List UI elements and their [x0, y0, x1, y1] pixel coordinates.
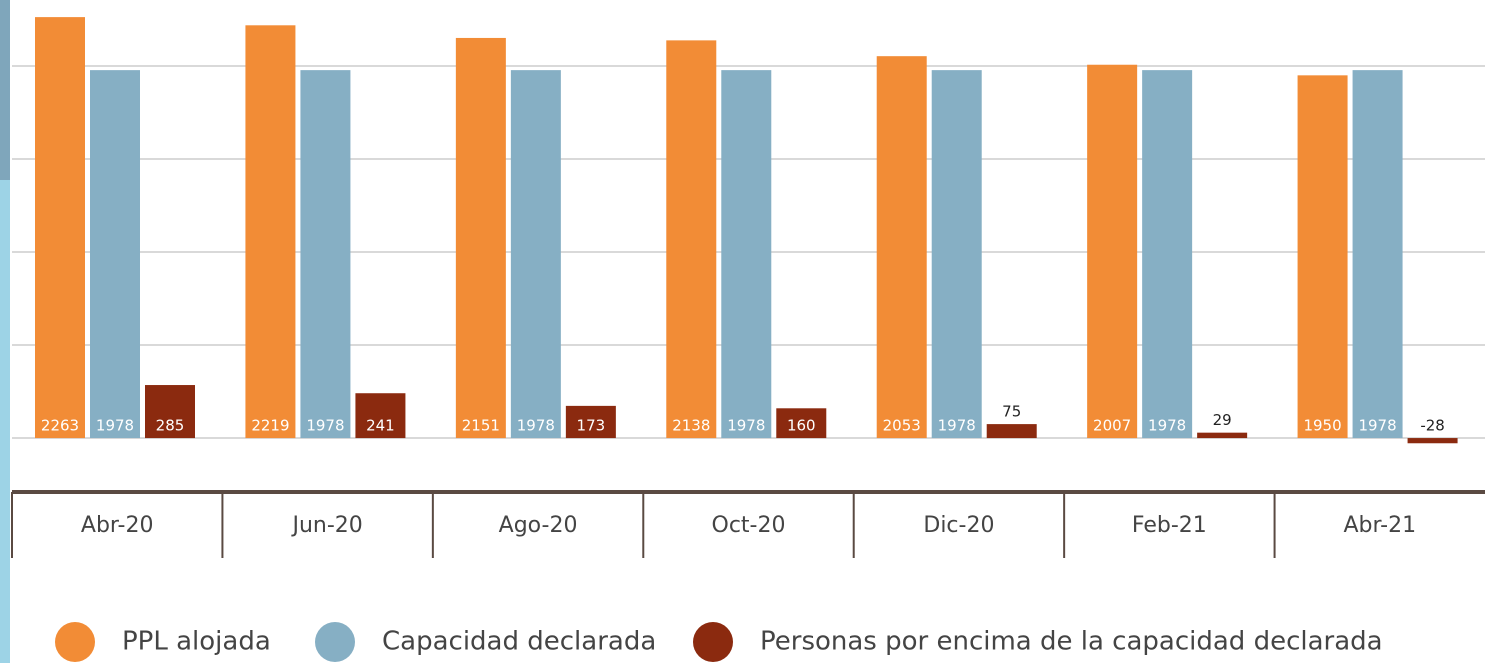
bar: [455, 37, 506, 439]
bar: [1352, 70, 1403, 439]
bar: [876, 56, 927, 439]
x-tick-label: Feb-21: [1132, 513, 1207, 538]
value-label: 2263: [41, 417, 79, 435]
value-label: 285: [156, 417, 185, 435]
value-label: 1978: [727, 417, 765, 435]
bar: [1142, 70, 1193, 439]
x-tick-label: Abr-21: [1343, 513, 1416, 538]
value-label: 1978: [517, 417, 555, 435]
x-tick-label: Jun-20: [290, 513, 362, 538]
side-stripe: [0, 0, 10, 180]
value-label: 1978: [938, 417, 976, 435]
bar: [510, 70, 561, 439]
bar: [931, 70, 982, 439]
bar: [90, 70, 140, 439]
x-tick-label: Dic-20: [923, 513, 994, 538]
value-label: 160: [787, 417, 816, 435]
bar: [1197, 432, 1248, 439]
legend-swatch: [693, 622, 733, 662]
x-tick-label: Abr-20: [81, 513, 154, 538]
value-label: 2007: [1093, 417, 1131, 435]
bar: [776, 408, 827, 439]
value-label: 29: [1213, 411, 1232, 429]
side-stripe: [0, 180, 10, 663]
value-label: 1978: [306, 417, 344, 435]
value-label: 173: [577, 417, 606, 435]
value-label: 2053: [883, 417, 921, 435]
value-label: 241: [366, 417, 395, 435]
bar: [721, 70, 772, 439]
value-label: 1950: [1303, 417, 1341, 435]
value-label: 2219: [251, 417, 289, 435]
value-label: -28: [1420, 417, 1445, 435]
value-label: 2138: [672, 417, 710, 435]
bar: [35, 17, 85, 439]
x-tick-label: Ago-20: [499, 513, 578, 538]
bar: [245, 25, 296, 439]
bar: [300, 70, 351, 439]
bar: [1407, 438, 1458, 444]
bar: [1087, 64, 1138, 439]
bar: [666, 40, 717, 439]
value-label: 75: [1002, 403, 1021, 421]
x-tick-label: Oct-20: [712, 513, 786, 538]
value-label: 2151: [462, 417, 500, 435]
bar: [355, 393, 406, 439]
legend-swatch: [315, 622, 355, 662]
bar: [986, 424, 1037, 439]
bar: [145, 385, 195, 439]
value-label: 1978: [1148, 417, 1186, 435]
value-label: 1978: [96, 417, 134, 435]
legend-swatch: [55, 622, 95, 662]
bar: [1297, 75, 1348, 439]
legend-label: Personas por encima de la capacidad decl…: [760, 627, 1383, 657]
legend-label: PPL alojada: [122, 627, 271, 657]
legend-label: Capacidad declarada: [382, 627, 656, 657]
value-label: 1978: [1358, 417, 1396, 435]
bar: [565, 405, 616, 439]
